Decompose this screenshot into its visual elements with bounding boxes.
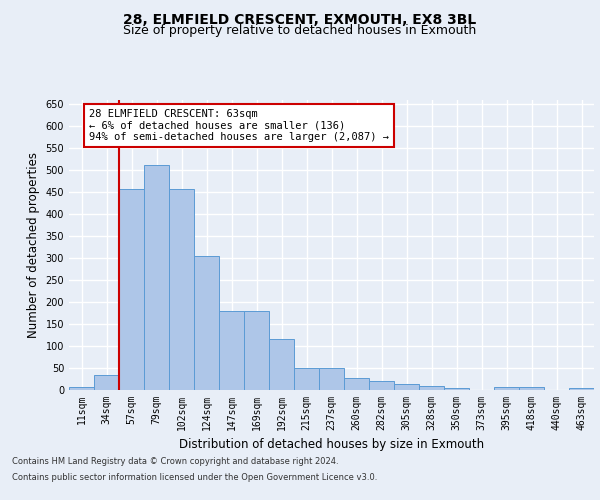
Bar xyxy=(119,189,144,390)
Bar xyxy=(219,311,244,390)
Bar xyxy=(444,388,469,390)
Bar xyxy=(369,381,394,390)
Bar xyxy=(194,256,219,390)
Text: Contains HM Land Registry data © Crown copyright and database right 2024.: Contains HM Land Registry data © Crown c… xyxy=(12,458,338,466)
Bar xyxy=(569,388,594,390)
Bar xyxy=(169,189,194,390)
Y-axis label: Number of detached properties: Number of detached properties xyxy=(27,152,40,338)
Text: 28 ELMFIELD CRESCENT: 63sqm
← 6% of detached houses are smaller (136)
94% of sem: 28 ELMFIELD CRESCENT: 63sqm ← 6% of deta… xyxy=(89,109,389,142)
Bar xyxy=(69,387,94,390)
Bar xyxy=(269,338,294,390)
Bar xyxy=(94,374,119,390)
Bar xyxy=(344,378,369,390)
Text: 28, ELMFIELD CRESCENT, EXMOUTH, EX8 3BL: 28, ELMFIELD CRESCENT, EXMOUTH, EX8 3BL xyxy=(124,12,476,26)
Text: Size of property relative to detached houses in Exmouth: Size of property relative to detached ho… xyxy=(124,24,476,37)
Bar xyxy=(319,368,344,390)
X-axis label: Distribution of detached houses by size in Exmouth: Distribution of detached houses by size … xyxy=(179,438,484,452)
Bar xyxy=(419,386,444,390)
Bar xyxy=(244,311,269,390)
Bar xyxy=(294,368,319,390)
Text: Contains public sector information licensed under the Open Government Licence v3: Contains public sector information licen… xyxy=(12,472,377,482)
Bar xyxy=(494,387,519,390)
Bar xyxy=(394,384,419,390)
Bar xyxy=(144,164,169,390)
Bar xyxy=(519,387,544,390)
